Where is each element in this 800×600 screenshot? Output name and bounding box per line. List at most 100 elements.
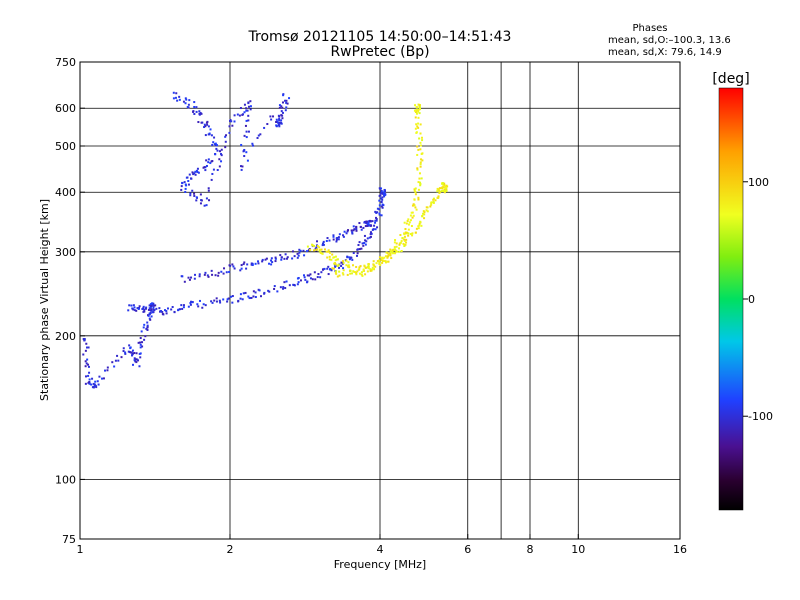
data-point: [282, 287, 285, 290]
data-point: [298, 251, 301, 254]
data-point: [297, 281, 300, 284]
data-point: [303, 276, 306, 279]
data-point: [419, 161, 422, 164]
data-point: [443, 184, 446, 187]
data-point: [334, 271, 337, 274]
data-point: [257, 262, 260, 265]
data-point: [318, 246, 321, 249]
data-point: [333, 262, 336, 265]
data-point: [284, 99, 287, 102]
data-point: [384, 261, 387, 264]
data-point: [319, 276, 322, 279]
data-point: [376, 260, 379, 263]
data-point: [429, 205, 432, 208]
data-point: [393, 246, 396, 249]
data-point: [219, 150, 222, 153]
data-point: [212, 168, 215, 171]
data-point: [263, 292, 266, 295]
data-point: [396, 250, 399, 253]
data-point: [293, 255, 296, 258]
data-point: [353, 228, 356, 231]
data-point: [334, 255, 337, 258]
data-point: [342, 269, 345, 272]
data-point: [314, 247, 317, 250]
data-point: [106, 369, 109, 372]
data-point: [403, 238, 406, 241]
colorbar-label: [deg]: [712, 71, 749, 87]
y-tick-label: 75: [62, 533, 76, 546]
data-point: [95, 386, 98, 389]
data-point: [386, 256, 389, 259]
data-point: [358, 241, 361, 244]
data-point: [374, 219, 377, 222]
data-point: [420, 158, 423, 161]
data-point: [342, 261, 345, 264]
data-point: [204, 304, 207, 307]
data-point: [341, 260, 344, 263]
data-point: [436, 190, 439, 193]
data-point: [318, 248, 321, 251]
data-point: [299, 249, 302, 252]
data-point: [351, 258, 354, 261]
data-point: [372, 260, 375, 263]
data-point: [261, 258, 264, 261]
data-point: [380, 200, 383, 203]
data-point: [280, 258, 283, 261]
data-point: [127, 350, 130, 353]
data-point: [381, 257, 384, 260]
data-point: [304, 278, 307, 281]
y-tick-label: 100: [55, 473, 76, 486]
data-point: [311, 278, 314, 281]
data-point: [245, 119, 248, 122]
data-point: [116, 354, 119, 357]
data-point: [219, 301, 222, 304]
data-point: [355, 273, 358, 276]
data-point: [378, 213, 381, 216]
data-point: [337, 263, 340, 266]
data-point: [186, 106, 189, 109]
data-point: [375, 262, 378, 265]
data-point: [214, 144, 217, 147]
data-point: [410, 225, 413, 228]
data-point: [86, 346, 89, 349]
data-point: [369, 235, 372, 238]
data-point: [378, 187, 381, 190]
x-tick-label: 2: [227, 543, 234, 556]
data-point: [188, 173, 191, 176]
data-point: [355, 228, 358, 231]
data-point: [182, 306, 185, 309]
data-point: [151, 311, 154, 314]
data-point: [210, 269, 213, 272]
data-point: [420, 177, 423, 180]
data-point: [268, 290, 271, 293]
data-point: [216, 169, 219, 172]
data-point: [400, 240, 403, 243]
data-point: [390, 257, 393, 260]
data-point: [220, 270, 223, 273]
data-point: [240, 168, 243, 171]
data-point: [101, 377, 104, 380]
data-point: [195, 169, 198, 172]
data-point: [403, 235, 406, 238]
data-point: [257, 260, 260, 263]
data-point: [133, 309, 136, 312]
data-point: [412, 203, 415, 206]
data-point: [206, 274, 209, 277]
data-point: [364, 273, 367, 276]
data-point: [278, 117, 281, 120]
data-point: [379, 192, 382, 195]
data-point: [322, 268, 325, 271]
data-point: [136, 307, 139, 310]
data-point: [418, 222, 421, 225]
data-point: [345, 264, 348, 267]
data-point: [413, 189, 416, 192]
data-point: [250, 263, 253, 266]
data-point: [142, 307, 145, 310]
data-point: [381, 206, 384, 209]
data-point: [362, 268, 365, 271]
data-point: [383, 191, 386, 194]
data-point: [349, 272, 352, 275]
data-point: [378, 262, 381, 265]
data-point: [417, 181, 420, 184]
data-point: [175, 92, 178, 95]
